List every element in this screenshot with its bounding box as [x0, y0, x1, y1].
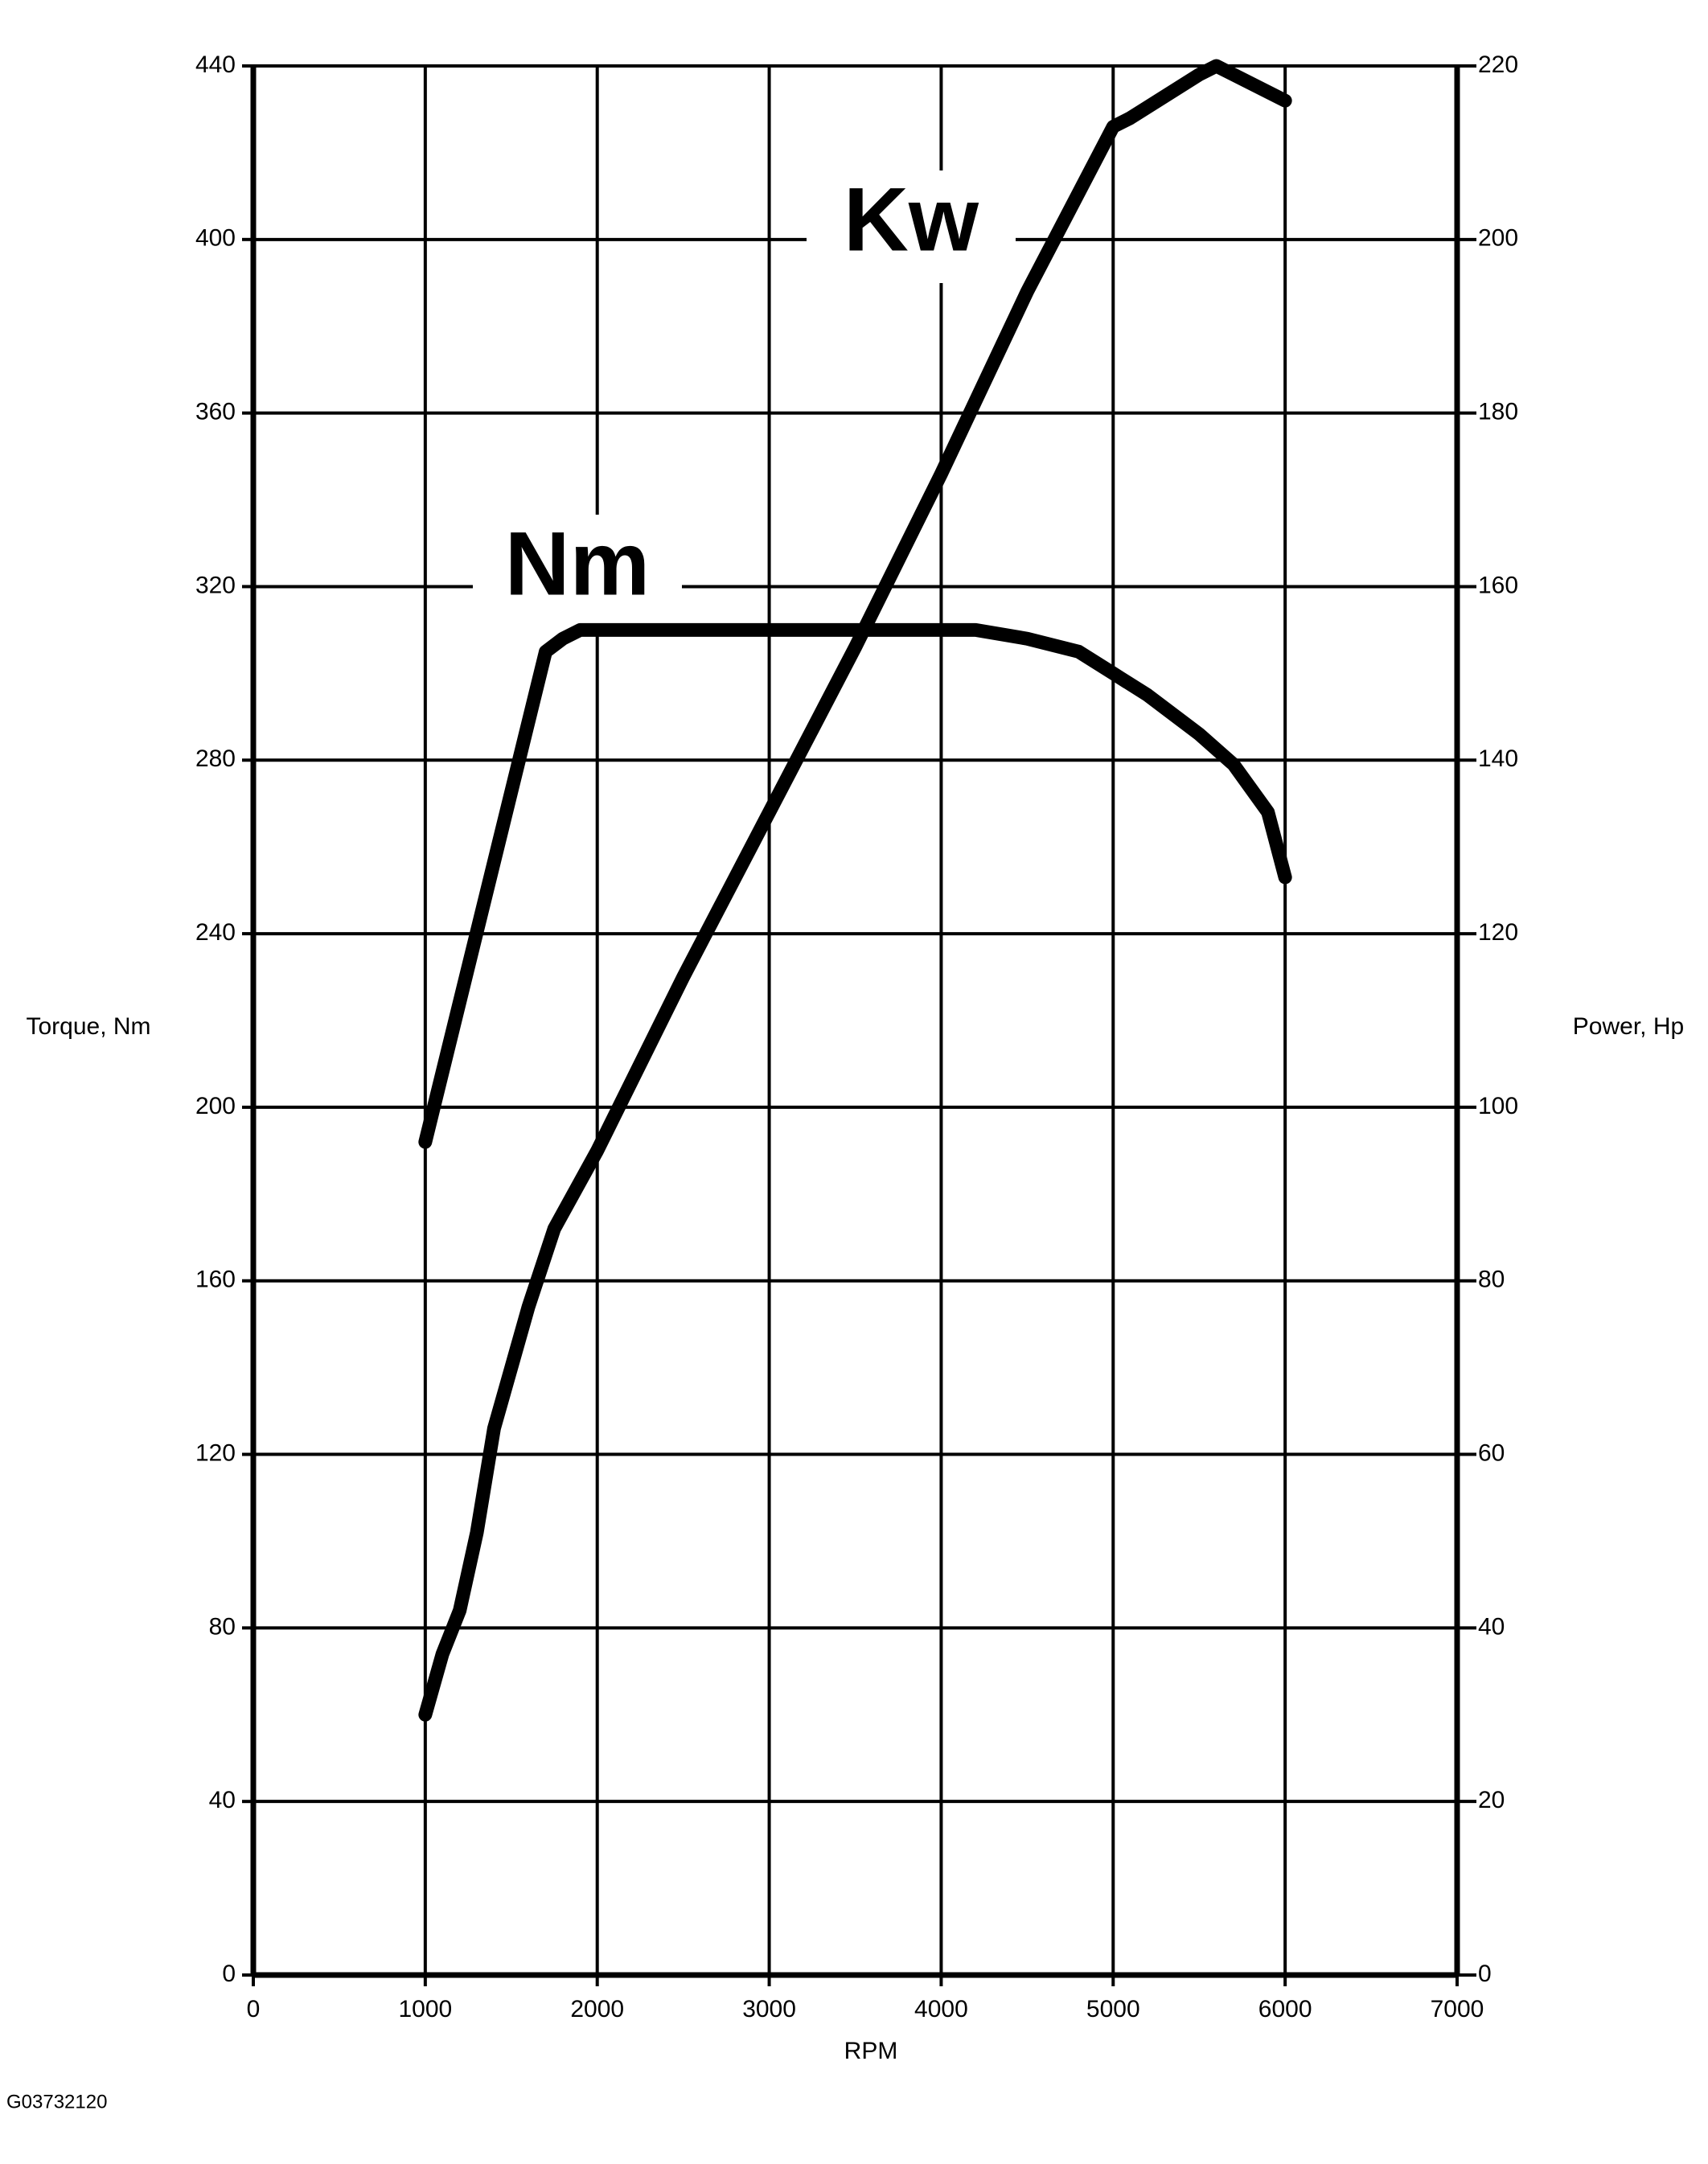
series-label: Nm [505, 514, 650, 614]
y2-tick-label: 220 [1478, 51, 1518, 78]
y2-tick-label: 100 [1478, 1093, 1518, 1119]
series-line [418, 59, 1292, 1722]
y-tick-label: 0 [222, 1961, 236, 1987]
x-tick-label: 3000 [742, 1996, 796, 2022]
series-line [418, 622, 1292, 1149]
x-tick-label: 6000 [1258, 1996, 1312, 2022]
y2-tick-label: 160 [1478, 572, 1518, 598]
y-tick-label: 400 [195, 225, 236, 252]
y-tick-label: 440 [195, 51, 236, 78]
series-label: Kw [844, 170, 979, 270]
y-tick-label: 240 [195, 919, 236, 946]
y2-tick-label: 20 [1478, 1787, 1505, 1813]
y-tick-label: 160 [195, 1267, 236, 1293]
y-tick-label: 200 [195, 1093, 236, 1119]
y2-tick-label: 60 [1478, 1439, 1505, 1466]
y-axis-label: Torque, Nm [26, 1013, 150, 1040]
x-tick-label: 7000 [1431, 1996, 1484, 2022]
x-tick-label: 4000 [914, 1996, 968, 2022]
x-tick-label: 1000 [398, 1996, 452, 2022]
label-backing [473, 515, 682, 627]
y-tick-label: 80 [209, 1613, 236, 1640]
y2-tick-label: 120 [1478, 919, 1518, 946]
y-tick-label: 360 [195, 399, 236, 425]
y2-tick-label: 40 [1478, 1613, 1505, 1640]
label-backing [807, 170, 1016, 283]
y-tick-label: 280 [195, 745, 236, 772]
y-tick-label: 40 [209, 1787, 236, 1813]
x-tick-label: 5000 [1086, 1996, 1140, 2022]
x-axis-label: RPM [844, 2038, 898, 2064]
x-tick-label: 2000 [570, 1996, 624, 2022]
y-tick-label: 120 [195, 1439, 236, 1466]
y2-tick-label: 80 [1478, 1267, 1505, 1293]
y2-axis-label: Power, Hp [1573, 1013, 1684, 1040]
y2-tick-label: 200 [1478, 225, 1518, 252]
footnote: G03732120 [6, 2091, 107, 2113]
y-tick-label: 320 [195, 572, 236, 598]
y2-tick-label: 140 [1478, 745, 1518, 772]
x-tick-label: 0 [247, 1996, 261, 2022]
y2-tick-label: 0 [1478, 1961, 1492, 1987]
y2-tick-label: 180 [1478, 399, 1518, 425]
